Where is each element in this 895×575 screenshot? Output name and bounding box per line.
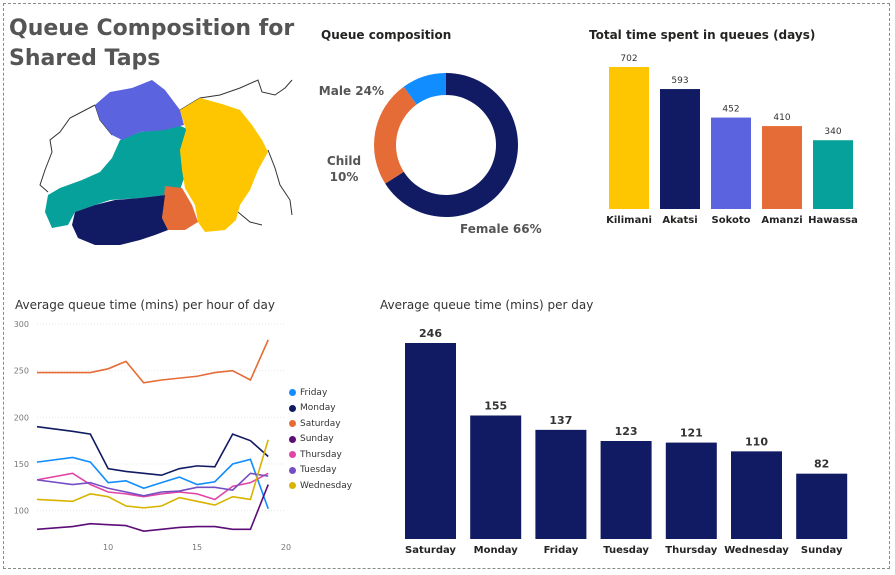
- per-day-title: Average queue time (mins) per day: [380, 298, 594, 312]
- legend-item-saturday[interactable]: Saturday: [289, 416, 352, 432]
- x-tick-label: 10: [103, 543, 113, 552]
- legend-label: Saturday: [300, 418, 341, 429]
- day-bar-thursday[interactable]: [665, 442, 717, 539]
- legend-item-tuesday[interactable]: Tuesday: [289, 463, 352, 479]
- queue-composition-chart: Female 66% Male 24% Child 10%: [319, 73, 542, 236]
- day-bar-category: Thursday: [665, 545, 718, 556]
- legend-item-wednesday[interactable]: Wednesday: [289, 478, 352, 494]
- total-bar-hawassa[interactable]: [813, 140, 853, 209]
- donut-slice-female[interactable]: [385, 73, 518, 218]
- total-bar-amanzi[interactable]: [762, 126, 802, 209]
- page-title: Queue Composition for Shared Taps: [9, 16, 295, 71]
- donut-label-child: Child 10%: [327, 154, 361, 184]
- hour-of-day-title: Average queue time (mins) per hour of da…: [15, 298, 275, 312]
- day-bar-category: Sunday: [801, 545, 843, 556]
- total-time-title: Total time spent in queues (days): [589, 28, 816, 42]
- day-bar-value: 137: [549, 414, 572, 427]
- day-bar-value: 123: [615, 425, 638, 438]
- y-tick-label: 200: [14, 413, 29, 422]
- legend-label: Monday: [300, 403, 336, 414]
- region-map[interactable]: [30, 70, 295, 255]
- line-series-thursday[interactable]: [36, 472, 269, 501]
- total-bar-category: Amanzi: [761, 215, 802, 226]
- day-bar-value: 121: [680, 427, 703, 440]
- total-bar-category: Akatsi: [662, 215, 697, 226]
- total-bar-value: 340: [824, 127, 841, 137]
- day-bar-category: Saturday: [405, 545, 456, 556]
- day-bar-value: 246: [419, 327, 442, 340]
- day-bar-category: Monday: [474, 545, 519, 556]
- day-bar-value: 82: [814, 458, 829, 471]
- donut-slice-male[interactable]: [374, 86, 417, 184]
- donut-label-male: Male 24%: [319, 84, 384, 98]
- donut-label-female: Female 66%: [460, 222, 542, 236]
- total-bar-value: 593: [671, 76, 688, 86]
- legend-dot: [289, 435, 296, 443]
- legend-dot: [289, 482, 296, 490]
- x-tick-label: 20: [281, 543, 291, 552]
- map-region-kilimani[interactable]: [180, 98, 268, 232]
- dashboard-frame: [3, 3, 890, 569]
- donut-slice-child[interactable]: [403, 73, 446, 105]
- total-bar-category: Hawassa: [808, 215, 858, 226]
- y-tick-label: 100: [14, 507, 29, 516]
- legend-label: Tuesday: [300, 465, 337, 476]
- day-bar-saturday[interactable]: [405, 343, 456, 539]
- legend-dot: [289, 466, 296, 474]
- day-bar-value: 110: [745, 435, 768, 448]
- day-bar-sunday[interactable]: [796, 473, 848, 539]
- legend-item-friday[interactable]: Friday: [289, 385, 352, 401]
- y-tick-label: 150: [14, 460, 29, 469]
- day-bar-monday[interactable]: [470, 415, 522, 539]
- hour-of-day-legend[interactable]: Friday Monday Saturday Sunday Thursday Tuesda…: [289, 385, 352, 494]
- day-bar-tuesday[interactable]: [600, 441, 652, 539]
- legend-dot: [289, 451, 296, 459]
- line-series-saturday[interactable]: [37, 339, 269, 384]
- total-bar-value: 452: [722, 105, 739, 115]
- legend-dot: [289, 420, 296, 428]
- map-region-sokoto[interactable]: [95, 80, 184, 140]
- day-bar-friday[interactable]: [535, 429, 587, 539]
- map-region-amanzi[interactable]: [162, 186, 198, 230]
- legend-label: Wednesday: [300, 480, 353, 491]
- y-tick-label: 250: [14, 367, 29, 376]
- day-bar-category: Wednesday: [724, 545, 789, 556]
- line-series-tuesday[interactable]: [36, 472, 269, 497]
- line-series-monday[interactable]: [36, 425, 269, 477]
- hour-of-day-chart: 100 150 200 250 300 10 15 20: [14, 320, 291, 552]
- queue-composition-title: Queue composition: [321, 28, 452, 42]
- day-bar-category: Friday: [544, 545, 579, 556]
- legend-label: Thursday: [300, 449, 342, 460]
- total-bar-value: 702: [620, 54, 637, 64]
- map-region-hawassa[interactable]: [45, 125, 190, 228]
- line-series-friday[interactable]: [36, 456, 269, 510]
- total-bar-akatsi[interactable]: [660, 89, 700, 209]
- y-tick-label: 300: [14, 320, 29, 329]
- legend-label: Friday: [300, 387, 328, 398]
- legend-dot: [289, 404, 296, 412]
- legend-item-monday[interactable]: Monday: [289, 401, 352, 417]
- total-bar-category: Kilimani: [606, 215, 652, 226]
- day-bar-wednesday[interactable]: [731, 451, 782, 539]
- day-bar-category: Tuesday: [603, 545, 649, 556]
- legend-dot: [289, 389, 296, 397]
- x-tick-label: 15: [192, 543, 202, 552]
- total-bar-kilimani[interactable]: [609, 67, 649, 209]
- total-time-chart: 702 Kilimani 593 Akatsi 452 Sokoto 410 Amanzi 34…: [606, 54, 858, 226]
- per-day-chart: 246 Saturday 155 Monday 137 Friday 123 Tuesday 1…: [405, 327, 848, 556]
- total-bar-value: 410: [773, 113, 790, 123]
- legend-item-sunday[interactable]: Sunday: [289, 432, 352, 448]
- line-series-wednesday[interactable]: [36, 439, 269, 509]
- map-region-akatsi[interactable]: [72, 195, 168, 245]
- total-bar-sokoto[interactable]: [711, 117, 751, 209]
- total-bar-category: Sokoto: [712, 215, 751, 226]
- line-series-sunday[interactable]: [36, 484, 269, 533]
- legend-label: Sunday: [300, 434, 334, 445]
- day-bar-value: 155: [484, 400, 507, 413]
- legend-item-thursday[interactable]: Thursday: [289, 447, 352, 463]
